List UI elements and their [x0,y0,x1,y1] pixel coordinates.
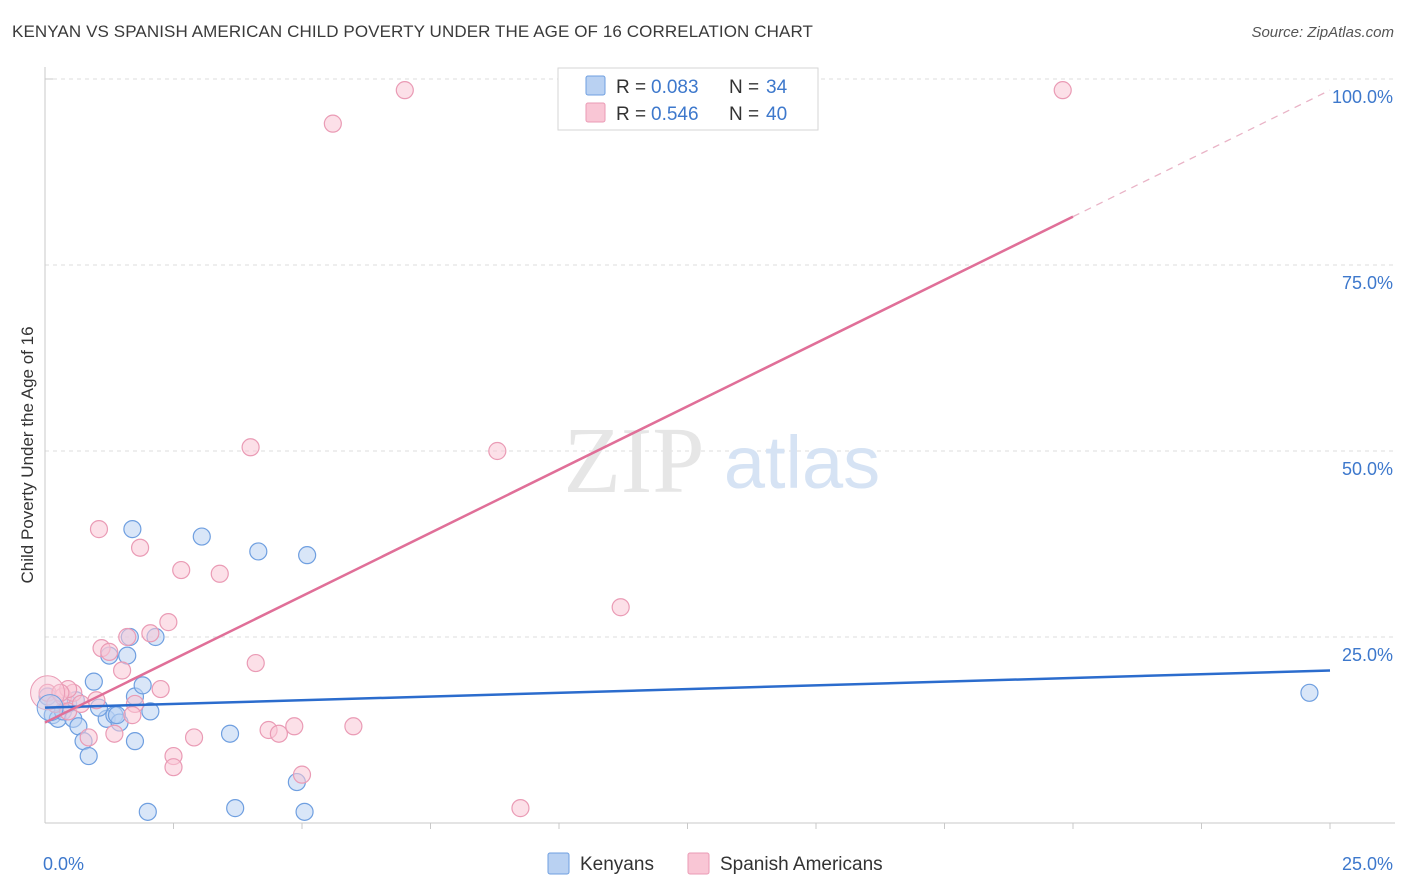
spanish-point [488,441,507,461]
gridlines [45,78,1395,638]
legend-r-label: R = [616,104,646,125]
tick-labels: 25.0% 50.0% 75.0% 100.0% 0.0% 25.0% [43,87,1393,874]
kenyans-point [298,546,317,565]
spanish-point [292,765,312,784]
spanish-point [105,724,124,743]
spanish-trend-line [44,215,1074,724]
spanish-point [89,520,109,539]
kenyans-point [125,732,145,751]
kenyans-point [141,702,160,721]
spanish-point [241,438,260,457]
spanish-point [51,683,70,702]
data-points [30,81,1319,821]
spanish-point [210,564,229,583]
kenyans-trend-line [44,669,1331,709]
kenyans-point [123,520,142,539]
spanish-point [511,799,530,818]
spanish-point [344,717,363,736]
kenyans-point [79,746,98,766]
spanish-point [395,81,414,100]
kenyans-point [220,724,240,743]
y-tick-label: 75.0% [1342,273,1393,293]
spanish-point [130,538,150,557]
kenyans-point [192,527,211,546]
y-tick-label: 100.0% [1332,87,1393,107]
y-tick-label: 50.0% [1342,459,1393,479]
spanish-point [100,642,119,661]
legend-swatch-spanish [585,102,606,123]
watermark: ZIP atlas [564,409,881,513]
kenyans-point [133,676,152,695]
kenyans-point [84,672,103,691]
spanish-point [611,598,630,617]
spanish-trend-extension [1072,89,1331,218]
trend-lines [44,89,1331,724]
bottom-legend: Kenyans Spanish Americans [547,852,883,875]
legend-n-value: 40 [766,104,787,125]
spanish-point [123,706,142,725]
spanish-point [112,661,132,680]
legend-r-value: 0.546 [651,104,699,125]
spanish-point [151,679,170,699]
spanish-point [79,728,98,747]
kenyans-point [226,799,245,818]
spanish-point [323,114,342,133]
spanish-point [172,560,191,580]
legend-n-value: 34 [766,77,788,98]
spanish-point [285,717,304,736]
y-tick-label: 25.0% [1342,645,1393,665]
chart-title: KENYAN VS SPANISH AMERICAN CHILD POVERTY… [12,22,813,41]
kenyans-point [138,802,157,821]
spanish-point [159,613,178,632]
spanish-point [164,758,183,777]
legend-box: R = 0.083 N = 34 R = 0.546 N = 40 [557,67,819,131]
bottom-legend-spanish: Spanish Americans [720,854,883,875]
bottom-legend-kenyans: Kenyans [580,854,654,875]
bottom-legend-swatch-spanish [687,852,710,875]
legend-swatch-kenyans [585,75,606,96]
spanish-point [246,653,265,673]
x-tick-label: 0.0% [43,854,84,874]
kenyans-point [249,542,268,561]
legend-r-label: R = [616,77,646,98]
kenyans-point [295,802,314,821]
legend-r-value: 0.083 [651,77,699,98]
bottom-legend-swatch-kenyans [547,852,570,875]
legend-n-label: N = [729,104,759,125]
legend-n-label: N = [729,77,759,98]
x-tick-label: 25.0% [1342,854,1393,874]
spanish-point [184,728,204,747]
kenyans-point [107,706,127,725]
kenyans-point [1300,683,1319,702]
spanish-point [1053,81,1072,100]
source-label: Source: ZipAtlas.com [1251,24,1394,41]
spanish-point [141,624,160,643]
spanish-point [118,627,137,647]
spanish-point [269,724,288,743]
watermark-atlas: atlas [724,421,880,504]
watermark-zip: ZIP [564,409,705,513]
